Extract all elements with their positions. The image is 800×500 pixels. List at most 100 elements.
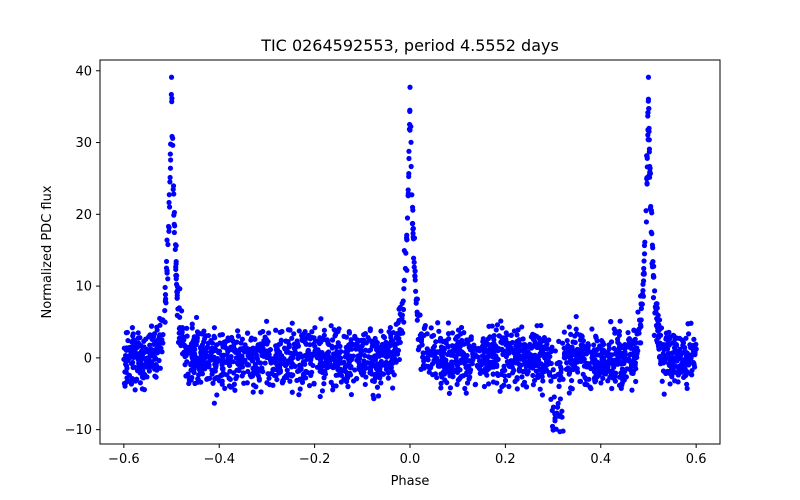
data-point — [174, 295, 180, 301]
data-point — [640, 287, 646, 294]
data-point — [518, 362, 524, 368]
data-point — [535, 359, 541, 365]
data-point — [380, 371, 386, 377]
data-point — [124, 329, 130, 336]
data-point — [366, 348, 372, 354]
data-point — [452, 368, 458, 374]
data-point — [616, 374, 623, 380]
data-point — [645, 127, 651, 133]
data-point — [199, 331, 206, 337]
data-point — [266, 381, 273, 388]
data-point — [221, 342, 228, 348]
data-point — [438, 385, 444, 391]
data-point — [348, 391, 355, 398]
data-point — [680, 357, 686, 363]
data-point — [542, 355, 548, 361]
data-point — [409, 221, 415, 227]
data-point — [667, 381, 673, 387]
data-point — [167, 179, 173, 185]
data-point — [382, 362, 388, 368]
data-point — [635, 309, 641, 315]
data-point — [609, 361, 616, 367]
data-point — [489, 341, 495, 348]
data-point — [153, 338, 159, 345]
data-point — [519, 324, 525, 330]
data-point — [194, 329, 201, 335]
data-point — [342, 366, 348, 372]
data-point — [466, 363, 472, 369]
data-point — [638, 323, 644, 330]
data-point — [454, 381, 460, 387]
data-point — [412, 273, 418, 279]
data-point — [173, 272, 179, 279]
data-point — [582, 381, 588, 387]
data-point — [631, 327, 637, 333]
data-point — [655, 328, 661, 334]
data-point — [621, 369, 628, 375]
data-point — [414, 312, 420, 318]
data-point — [502, 377, 509, 384]
data-point — [502, 373, 508, 379]
data-point — [577, 378, 583, 385]
data-point — [159, 349, 165, 355]
data-point — [184, 325, 190, 331]
data-point — [640, 281, 646, 287]
data-point — [321, 381, 327, 387]
data-point — [359, 348, 365, 354]
y-tick-label: 10 — [75, 280, 92, 295]
data-point — [296, 392, 302, 398]
data-point — [308, 351, 315, 357]
data-point — [685, 331, 692, 337]
data-point — [499, 368, 506, 374]
data-point — [247, 355, 253, 361]
data-point — [417, 332, 423, 338]
data-point — [321, 354, 327, 360]
data-point — [171, 209, 177, 216]
data-point — [500, 351, 506, 357]
data-point — [165, 223, 172, 230]
data-point — [372, 337, 378, 344]
data-point — [644, 155, 650, 161]
data-point — [152, 373, 158, 379]
data-point — [297, 386, 303, 392]
data-point — [170, 135, 176, 141]
data-point — [303, 375, 309, 381]
data-point — [498, 318, 504, 324]
data-point — [187, 375, 193, 382]
data-point — [239, 347, 245, 353]
data-point — [284, 367, 290, 373]
data-point — [586, 361, 592, 367]
data-point — [436, 328, 442, 334]
data-point — [648, 229, 654, 235]
data-point — [329, 337, 336, 343]
data-point — [681, 374, 687, 381]
data-point — [499, 384, 505, 390]
data-point — [154, 327, 160, 333]
data-point — [558, 366, 564, 373]
data-point — [663, 353, 670, 359]
data-point — [172, 246, 178, 253]
data-point — [669, 354, 675, 361]
data-point — [414, 296, 420, 302]
data-point — [633, 378, 639, 385]
data-point — [435, 320, 441, 326]
data-point — [148, 323, 155, 329]
data-point — [273, 327, 279, 333]
data-point — [524, 371, 530, 377]
data-point — [148, 361, 154, 367]
data-point — [466, 376, 472, 382]
data-point — [499, 325, 505, 331]
data-point — [573, 326, 579, 332]
data-point — [258, 389, 264, 395]
data-point — [462, 385, 468, 392]
data-point — [646, 105, 652, 112]
data-point — [192, 380, 198, 387]
data-point — [509, 339, 516, 346]
data-point — [605, 366, 611, 372]
data-point — [615, 339, 621, 345]
data-point — [326, 341, 332, 348]
data-point — [408, 163, 414, 170]
data-point — [512, 357, 518, 363]
data-point — [572, 339, 578, 346]
data-point — [691, 336, 697, 342]
